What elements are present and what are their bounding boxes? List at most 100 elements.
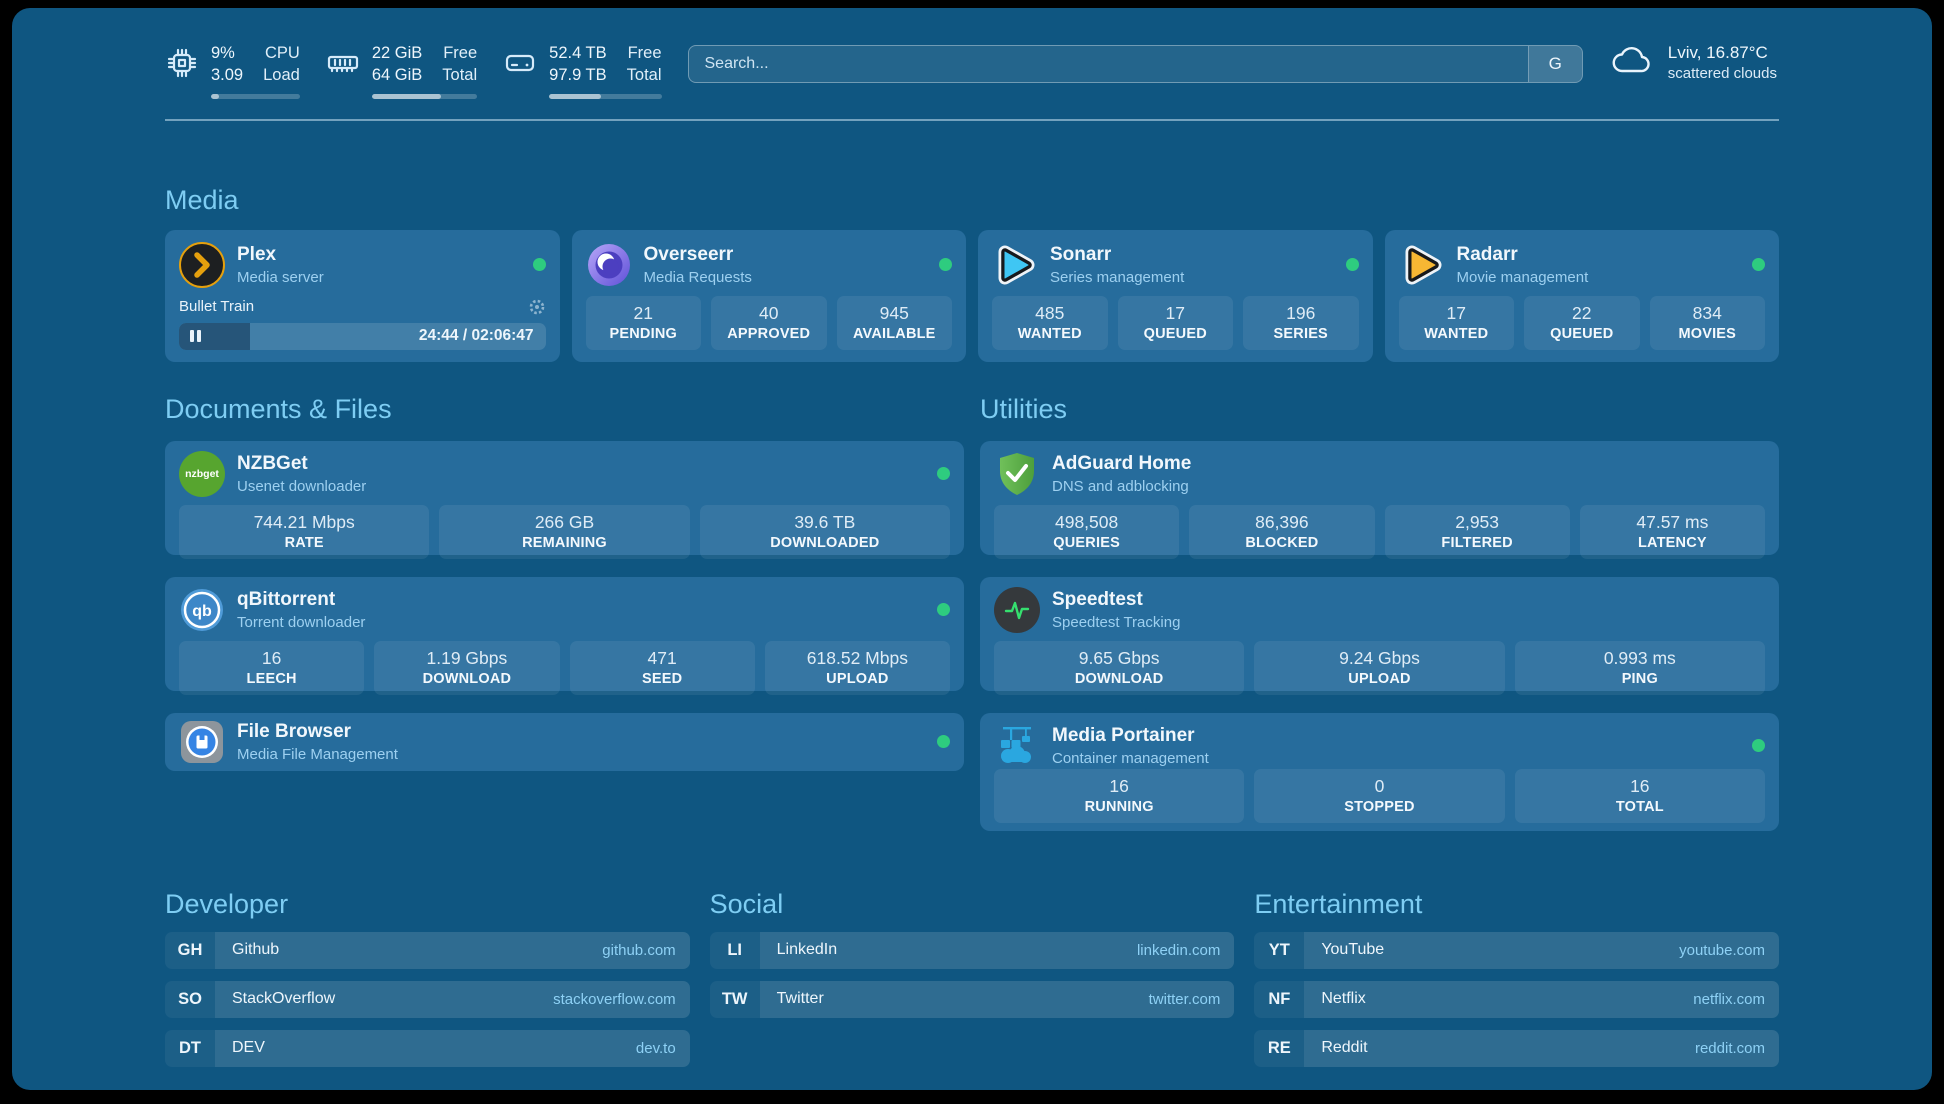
search-input[interactable]	[688, 46, 1528, 82]
link-abbr: RE	[1254, 1029, 1305, 1067]
link-dev[interactable]: DT DEV dev.to	[165, 1029, 690, 1067]
developer-section-title: Developer	[165, 888, 289, 919]
stat-queued: 17 QUEUED	[1117, 295, 1233, 350]
social-links: Social LI LinkedIn linkedin.com TW Twitte…	[709, 888, 1235, 1018]
link-youtube[interactable]: YT YouTube youtube.com	[1254, 931, 1779, 969]
pause-icon[interactable]	[190, 330, 201, 343]
weather-widget: Lviv, 16.87°C scattered clouds	[1609, 42, 1779, 83]
now-playing-title: Bullet Train	[179, 298, 255, 316]
utilities-section-title: Utilities	[980, 393, 1068, 424]
app-subtitle: Torrent downloader	[237, 613, 366, 631]
entertainment-links: Entertainment YT YouTube youtube.com NF N…	[1254, 889, 1779, 1067]
stat-available: 945 AVAILABLE	[836, 295, 952, 350]
app-name: AdGuard Home	[1052, 452, 1192, 474]
stat-upload: 618.52 Mbps UPLOAD	[764, 640, 950, 695]
app-name: File Browser	[237, 720, 352, 742]
gear-icon[interactable]	[528, 298, 546, 316]
nzbget-icon: nzbget	[179, 450, 225, 497]
app-name: Sonarr	[1050, 243, 1112, 265]
stat-wanted: 17 WANTED	[1398, 295, 1514, 350]
link-name: DEV	[232, 1039, 265, 1057]
status-online-dot	[1752, 739, 1765, 753]
app-name: Plex	[237, 243, 277, 265]
social-section-title: Social	[709, 888, 784, 919]
link-url: github.com	[602, 941, 676, 959]
ram-progressbar	[371, 93, 478, 99]
app-card-portainer[interactable]: Media Portainer Container management 16 R…	[980, 712, 1779, 831]
link-url: reddit.com	[1694, 1039, 1765, 1057]
topbar-divider	[165, 118, 1779, 121]
portainer-icon	[994, 723, 1040, 769]
link-url: dev.to	[635, 1039, 676, 1057]
media-section-title: Media	[165, 184, 239, 215]
stat-queued: 22 QUEUED	[1524, 295, 1640, 350]
cpu-stat: 9% 3.09 CPU Load	[165, 42, 300, 99]
disk-progressbar	[549, 93, 662, 99]
link-name: Reddit	[1321, 1039, 1368, 1057]
cpu-progressbar	[211, 93, 300, 99]
stat-total: 16 TOTAL	[1514, 768, 1765, 823]
link-url: linkedin.com	[1136, 941, 1221, 959]
stat-blocked: 86,396 BLOCKED	[1189, 504, 1375, 559]
stat-ping: 0.993 ms PING	[1514, 640, 1765, 695]
app-card-overseerr[interactable]: Overseerr Media Requests 21 PENDING 40 APP…	[571, 229, 966, 362]
link-stackoverflow[interactable]: SO StackOverflow stackoverflow.com	[165, 980, 690, 1018]
disk-labels: Free Total	[626, 44, 662, 85]
link-abbr: SO	[165, 980, 215, 1018]
overseerr-icon	[586, 242, 632, 288]
app-card-speedtest[interactable]: Speedtest Speedtest Tracking 9.65 Gbps DO…	[980, 576, 1779, 695]
cpu-labels: CPU Load	[263, 44, 300, 85]
speedtest-icon	[994, 586, 1040, 633]
playback-progressbar[interactable]: 24:44 / 02:06:47	[179, 322, 546, 350]
entertainment-section-title: Entertainment	[1254, 888, 1423, 919]
cloud-icon	[1609, 42, 1655, 83]
filebrowser-icon	[179, 719, 225, 765]
link-abbr: TW	[709, 980, 760, 1018]
app-card-radarr[interactable]: Radarr Movie management 17 WANTED 22 QUEUE…	[1384, 229, 1779, 362]
app-subtitle: Container management	[1052, 749, 1209, 767]
app-subtitle: DNS and adblocking	[1052, 477, 1189, 495]
app-card-adguard[interactable]: AdGuard Home DNS and adblocking 498,508 Q…	[980, 440, 1779, 559]
disk-values: 52.4 TB 97.9 TB	[549, 44, 607, 85]
status-online-dot	[939, 258, 952, 272]
app-card-sonarr[interactable]: Sonarr Series management 485 WANTED 17 QUE…	[978, 229, 1373, 362]
app-card-plex[interactable]: Plex Media server Bullet Train	[165, 229, 560, 362]
status-online-dot	[1345, 258, 1359, 272]
app-card-nzbget[interactable]: nzbget NZBGet Usenet downloader 744.21 M…	[165, 440, 964, 559]
stat-queries: 498,508 QUERIES	[994, 504, 1180, 559]
app-name: Radarr	[1456, 243, 1518, 265]
cpu-icon	[165, 46, 199, 80]
stat-filtered: 2,953 FILTERED	[1384, 504, 1570, 559]
app-card-qbittorrent[interactable]: qb qBittorrent Torrent downloader 16 LEEC…	[165, 576, 964, 695]
app-subtitle: Usenet downloader	[237, 477, 367, 495]
status-online-dot	[532, 258, 546, 272]
link-netflix[interactable]: NF Netflix netflix.com	[1254, 980, 1779, 1018]
stat-downloaded: 39.6 TB DOWNLOADED	[699, 504, 950, 559]
app-name: qBittorrent	[237, 588, 336, 610]
link-name: LinkedIn	[776, 941, 838, 959]
app-card-filebrowser[interactable]: File Browser Media File Management	[165, 712, 964, 771]
disk-icon	[503, 46, 537, 80]
stat-latency: 47.57 ms LATENCY	[1579, 504, 1765, 559]
disk-stat: 52.4 TB 97.9 TB Free Total	[503, 42, 662, 99]
app-name: Speedtest	[1052, 588, 1143, 610]
app-subtitle: Series management	[1050, 268, 1185, 286]
link-linkedin[interactable]: LI LinkedIn linkedin.com	[709, 931, 1235, 969]
svg-text:qb: qb	[192, 603, 212, 620]
app-subtitle: Media File Management	[237, 745, 398, 763]
stat-wanted: 485 WANTED	[992, 295, 1108, 350]
stat-leech: 16 LEECH	[179, 640, 365, 695]
link-abbr: NF	[1254, 980, 1305, 1018]
link-twitter[interactable]: TW Twitter twitter.com	[709, 980, 1235, 1018]
cpu-values: 9% 3.09	[211, 44, 244, 85]
weather-location: Lviv, 16.87°C	[1667, 43, 1768, 62]
topbar: 9% 3.09 CPU Load 22 GiB 64 G	[165, 8, 1779, 99]
link-github[interactable]: GH Github github.com	[165, 931, 690, 969]
ram-labels: Free Total	[442, 44, 478, 85]
stat-upload: 9.24 Gbps UPLOAD	[1254, 640, 1505, 695]
stat-seed: 471 SEED	[569, 640, 755, 695]
link-url: twitter.com	[1148, 990, 1221, 1008]
link-reddit[interactable]: RE Reddit reddit.com	[1254, 1029, 1779, 1067]
search-engine-button[interactable]: G	[1527, 46, 1582, 82]
stat-download: 9.65 Gbps DOWNLOAD	[994, 640, 1245, 695]
